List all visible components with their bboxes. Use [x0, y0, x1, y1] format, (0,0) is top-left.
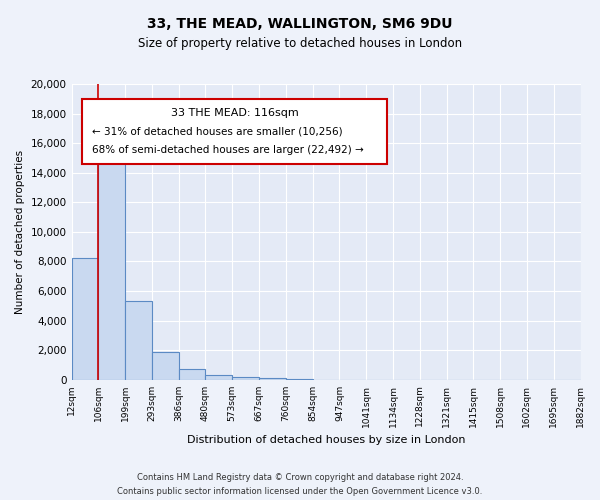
Text: 68% of semi-detached houses are larger (22,492) →: 68% of semi-detached houses are larger (…: [92, 144, 364, 154]
Bar: [232, 378, 259, 380]
Text: Contains public sector information licensed under the Open Government Licence v3: Contains public sector information licen…: [118, 486, 482, 496]
Bar: [179, 368, 205, 380]
Bar: [205, 375, 232, 380]
Text: 33 THE MEAD: 116sqm: 33 THE MEAD: 116sqm: [170, 108, 298, 118]
Text: Contains HM Land Registry data © Crown copyright and database right 2024.: Contains HM Land Registry data © Crown c…: [137, 473, 463, 482]
Y-axis label: Number of detached properties: Number of detached properties: [15, 150, 25, 314]
Bar: [98, 134, 125, 380]
Text: ← 31% of detached houses are smaller (10,256): ← 31% of detached houses are smaller (10…: [92, 126, 343, 136]
Bar: [125, 302, 152, 380]
Bar: [152, 352, 179, 380]
Text: Size of property relative to detached houses in London: Size of property relative to detached ho…: [138, 38, 462, 51]
Bar: [259, 378, 286, 380]
Text: 33, THE MEAD, WALLINGTON, SM6 9DU: 33, THE MEAD, WALLINGTON, SM6 9DU: [147, 18, 453, 32]
X-axis label: Distribution of detached houses by size in London: Distribution of detached houses by size …: [187, 435, 465, 445]
FancyBboxPatch shape: [82, 99, 387, 164]
Bar: [71, 258, 98, 380]
Bar: [286, 379, 313, 380]
